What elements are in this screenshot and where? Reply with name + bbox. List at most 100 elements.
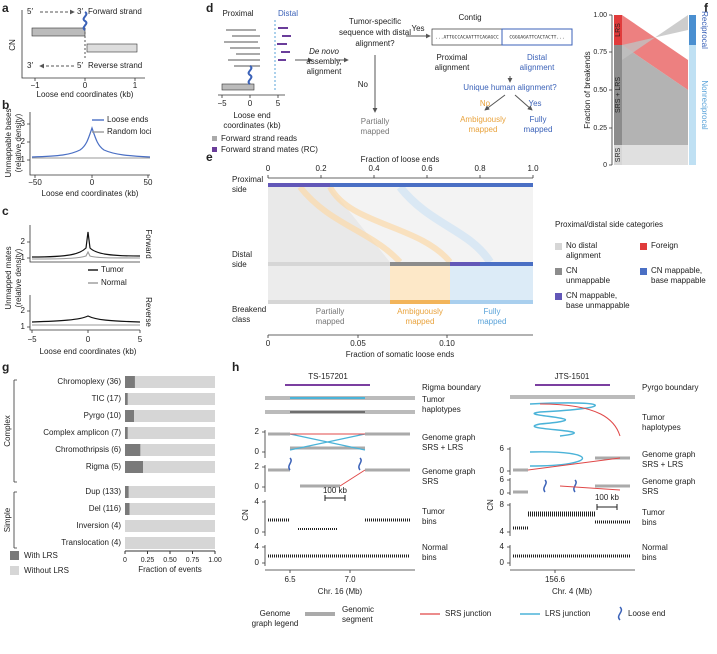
label: 2 [21,137,26,146]
panel-e [267,175,647,338]
label: Ambiguously [397,307,443,316]
label: Fully [484,307,501,316]
decoration [622,15,688,60]
label: sequence with distal [339,28,411,37]
label: SRS [615,147,622,162]
label: haplotypes [642,423,681,432]
decoration [289,433,366,451]
label: Yes [528,99,541,108]
label: Genome graph [422,467,475,476]
label: Loose end coordinates (kb) [42,189,139,198]
label: Normal [101,278,127,287]
label: alignment? [355,39,395,48]
label: Unique human alignment? [463,83,557,92]
decoration [507,503,511,536]
y-tick-label: TIC (17) [92,394,122,403]
bar-background [125,444,215,456]
label: CN [486,499,495,511]
label: mapped [361,127,390,136]
x-tick-label: 0 [123,557,127,564]
label: base mappable [651,276,706,285]
label: Proximal [222,9,253,18]
label: 4 [255,542,260,551]
decoration [614,15,622,45]
label: 2 [21,306,26,315]
bar [125,486,129,498]
label: SRS [642,487,658,496]
y-tick-label: Pyrgo (10) [84,411,122,420]
decoration [609,14,613,166]
label: graph legend [252,619,299,628]
x-tick-label: 0.50 [163,557,177,564]
decoration [513,456,630,472]
bar-background [125,520,215,532]
decoration [640,243,647,250]
label: Chr. 4 (Mb) [552,587,592,596]
decoration [614,145,622,165]
label: haplotypes [422,405,461,414]
label: side [232,185,247,194]
label: Normal [422,543,448,552]
panel-label: d [206,1,213,15]
label: Tumor [422,395,445,404]
label: 0 [603,162,607,169]
bar [125,503,130,515]
label: Ambiguously [460,115,506,124]
label: CN mappable, [566,291,617,300]
label: 0.6 [421,164,433,173]
decoration [86,43,138,53]
panel-label: b [2,98,9,112]
label: ...ATTGCCACAATTTCAGAGCC [435,35,499,41]
label: Partially [361,117,389,126]
y-tick-label: Dup (133) [85,487,121,496]
label: 6 [500,475,505,484]
label: SRS [422,477,438,486]
bar [125,393,128,405]
label: Proximal [436,53,467,62]
decoration [529,402,596,437]
label: (relative density) [14,248,23,307]
label: segment [342,615,373,624]
label: Reverse strand [88,61,142,70]
label: Genome graph [422,433,475,442]
bar-background [125,410,215,422]
label: 1.0 [527,164,539,173]
label: alignment [520,63,555,72]
decoration [277,27,291,61]
decoration [501,28,573,46]
label: mapped [478,317,507,326]
y-tick-label: Complex amplicon (7) [43,428,121,437]
label: 0.4 [368,164,380,173]
decoration [268,187,390,262]
label: Distal [232,250,252,259]
label: side [232,260,247,269]
label: 4 [500,527,505,536]
label: Tumor [422,507,445,516]
decoration [221,83,255,91]
label: alignment [435,63,470,72]
label: 6.5 [284,575,296,584]
label: alignment [566,251,601,260]
label: Proximal/distal side categories [555,220,663,229]
decoration [507,545,511,566]
label: 0 [255,447,260,456]
decoration [31,231,141,258]
decoration [82,11,88,31]
decoration [510,569,635,573]
legend-label: With LRS [24,551,58,560]
panel-a [21,9,145,81]
label: Genomic [342,605,374,614]
decoration [268,432,410,450]
decoration [324,495,346,501]
label: Forward [144,229,153,258]
label: 6 [500,444,505,453]
bar [125,461,143,473]
label: JTS-1501 [555,372,590,381]
label: 4 [500,542,505,551]
label: −5 [27,335,37,344]
label: Contig [458,13,481,22]
label: 2 [255,462,260,471]
label: No [358,80,369,89]
panel-label: a [2,1,9,15]
label: CGGGAGATTCACTACTT... [509,35,564,41]
